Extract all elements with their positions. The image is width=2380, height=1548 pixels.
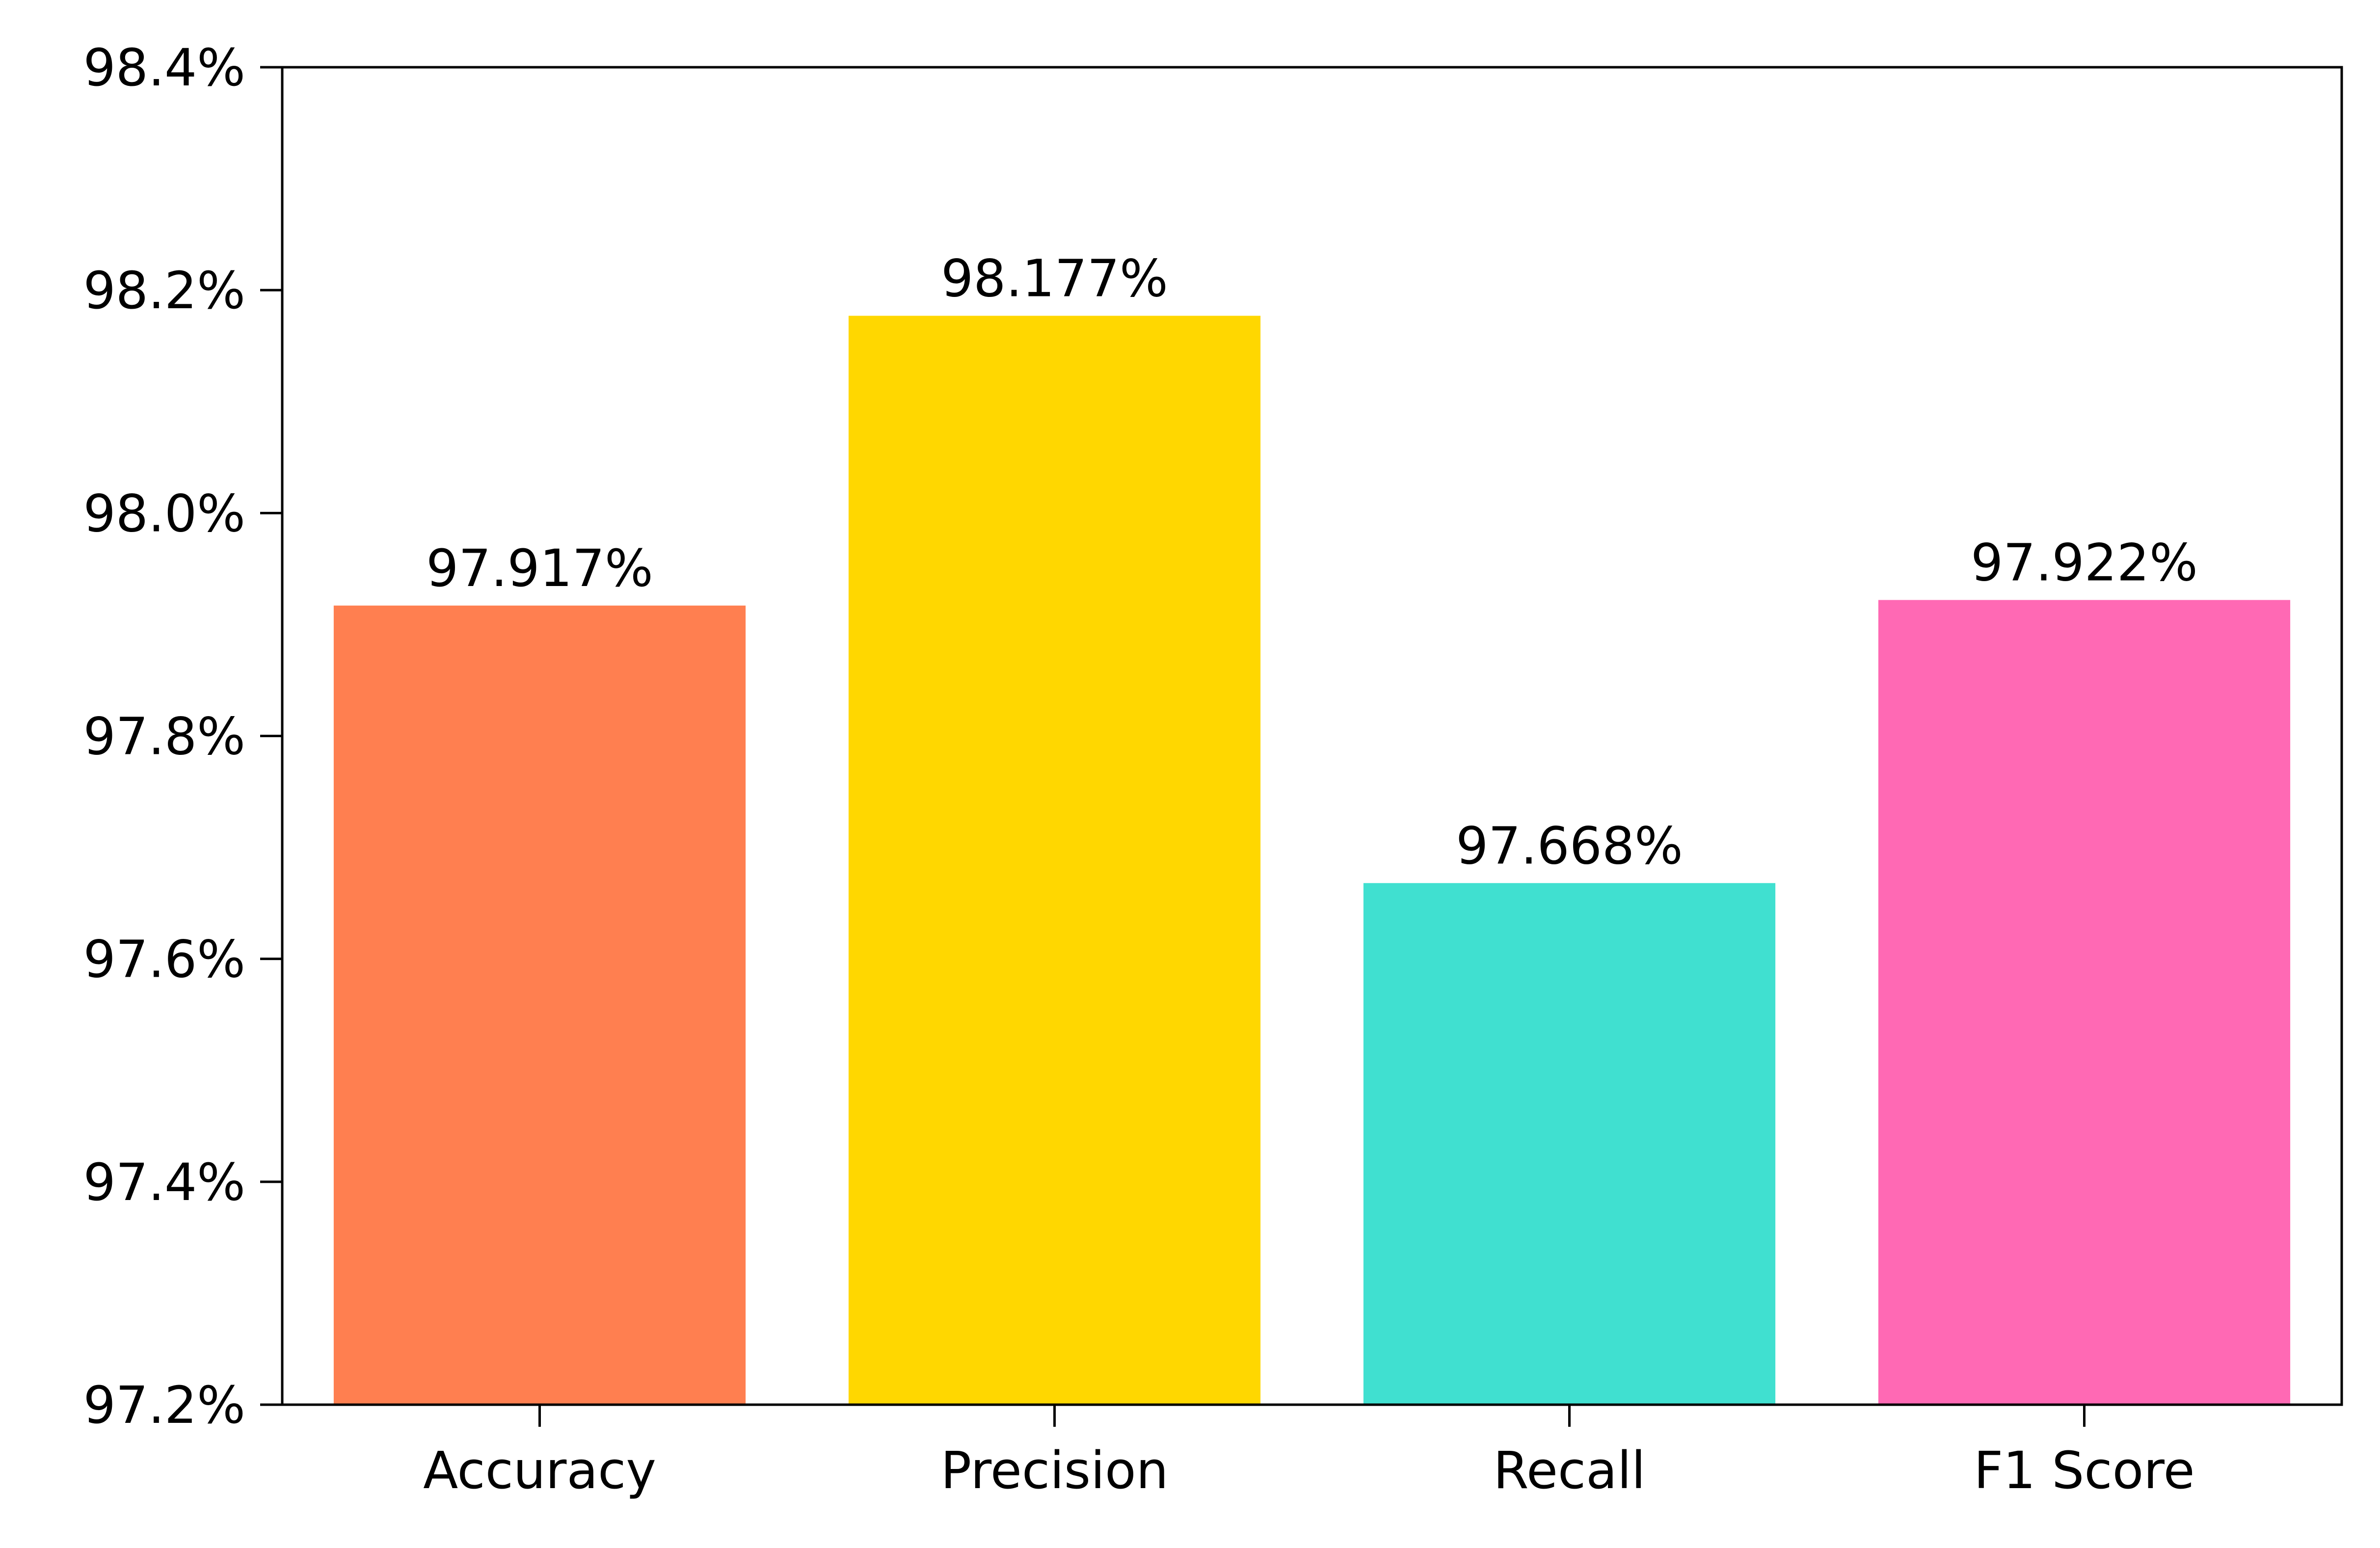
- bar-recall: [1363, 883, 1776, 1405]
- bar-accuracy: [333, 605, 746, 1405]
- y-tick-label: 98.4%: [83, 38, 245, 98]
- x-tick-label: F1 Score: [1974, 1441, 2194, 1500]
- y-tick-label: 97.2%: [83, 1375, 245, 1435]
- y-tick-label: 97.6%: [83, 930, 245, 989]
- x-tick-label: Precision: [940, 1441, 1168, 1500]
- value-label: 97.922%: [1971, 533, 2198, 592]
- y-tick-label: 97.4%: [83, 1152, 245, 1212]
- x-tick-label: Accuracy: [423, 1441, 656, 1500]
- x-tick-label: Recall: [1493, 1441, 1645, 1500]
- x-axis: Accuracy Precision Recall F1 Score: [423, 1405, 2195, 1500]
- value-label: 97.917%: [426, 538, 653, 598]
- y-tick-label: 97.8%: [83, 707, 245, 767]
- y-tick-label: 98.2%: [83, 261, 245, 320]
- bar-f1-score: [1878, 600, 2291, 1405]
- value-labels-group: 97.917% 98.177% 97.668% 97.922%: [426, 248, 2198, 876]
- plot-frame: [281, 66, 2343, 1406]
- y-axis: 97.2% 97.4% 97.6% 97.8% 98.0% 98.2% 98.4%: [83, 38, 282, 1435]
- bar-precision: [848, 316, 1261, 1405]
- value-label: 98.177%: [941, 248, 1168, 308]
- bars-group: [333, 316, 2291, 1405]
- y-tick-label: 98.0%: [83, 483, 245, 543]
- value-label: 97.668%: [1456, 816, 1683, 876]
